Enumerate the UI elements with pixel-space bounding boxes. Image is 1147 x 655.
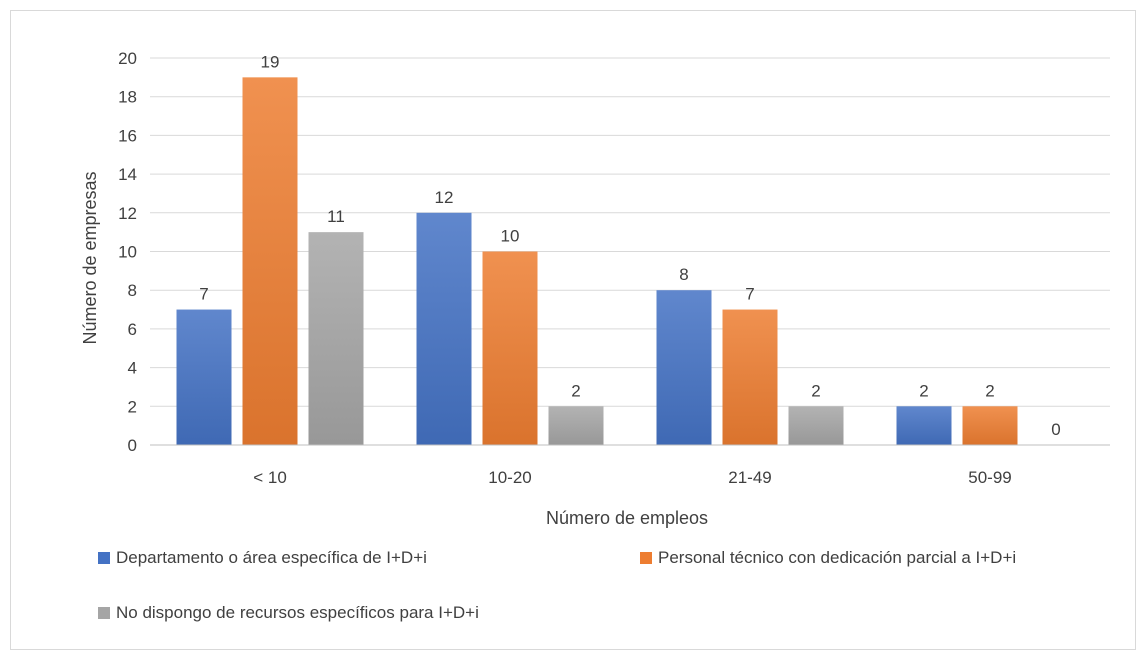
x-tick-label: < 10: [253, 468, 287, 487]
bar: [656, 290, 712, 445]
data-label: 2: [571, 381, 580, 400]
y-tick-label: 20: [118, 49, 137, 68]
data-label: 2: [811, 381, 820, 400]
bar: [896, 406, 952, 445]
bar: [176, 309, 232, 445]
y-tick-label: 14: [118, 165, 137, 184]
bar: [962, 406, 1018, 445]
legend: Departamento o área específica de I+D+i P…: [98, 548, 1016, 622]
data-label: 8: [679, 265, 688, 284]
x-tick-label: 10-20: [488, 468, 531, 487]
data-label: 2: [985, 381, 994, 400]
y-tick-label: 6: [128, 320, 137, 339]
y-tick-label: 0: [128, 436, 137, 455]
data-label: 11: [327, 207, 345, 226]
bar: [788, 406, 844, 445]
data-label: 7: [199, 285, 208, 304]
x-tick-label: 50-99: [968, 468, 1011, 487]
bar: [308, 232, 364, 445]
legend-label: Personal técnico con dedicación parcial …: [658, 548, 1016, 567]
bar: [722, 309, 778, 445]
bars: [176, 77, 1018, 445]
bar: [548, 406, 604, 445]
data-label: 0: [1051, 420, 1060, 439]
data-label: 2: [919, 381, 928, 400]
y-tick-label: 12: [118, 204, 137, 223]
y-tick-label: 8: [128, 281, 137, 300]
x-axis-title: Número de empleos: [546, 508, 708, 528]
data-label: 10: [501, 227, 520, 246]
y-tick-label: 2: [128, 397, 137, 416]
data-label: 12: [435, 188, 454, 207]
bar: [242, 77, 298, 445]
data-label: 7: [745, 285, 754, 304]
data-label: 19: [261, 52, 280, 71]
y-tick-label: 16: [118, 126, 137, 145]
x-tick-label: 21-49: [728, 468, 771, 487]
legend-swatch: [98, 552, 110, 564]
bar: [416, 212, 472, 445]
y-axis-title: Número de empresas: [80, 171, 100, 344]
data-labels: 7 19 11 12 10 2 8 7 2 2 2 0: [199, 52, 1060, 439]
y-tick-label: 4: [128, 359, 137, 378]
legend-swatch: [640, 552, 652, 564]
bar: [482, 251, 538, 445]
legend-label: Departamento o área específica de I+D+i: [116, 548, 427, 567]
y-tick-label: 18: [118, 88, 137, 107]
legend-swatch: [98, 607, 110, 619]
legend-label: No dispongo de recursos específicos para…: [116, 603, 479, 622]
y-tick-label: 10: [118, 243, 137, 262]
